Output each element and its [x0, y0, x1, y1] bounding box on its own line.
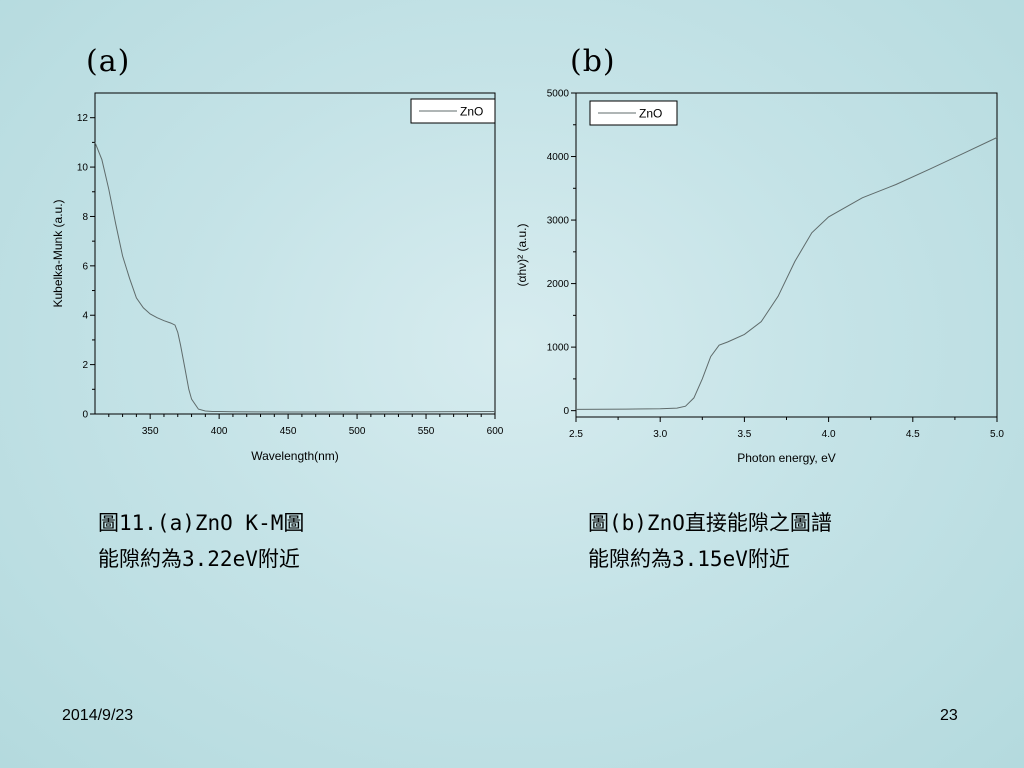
y-axis-title: (αhν)² (a.u.)	[515, 224, 529, 287]
caption-b-line-2: 能隙約為3.15eV附近	[588, 547, 790, 571]
x-tick-label: 5.0	[990, 429, 1004, 440]
x-axis-title: Wavelength(nm)	[251, 449, 339, 463]
footer-date: 2014/9/23	[62, 707, 134, 724]
x-tick-label: 4.0	[822, 429, 836, 440]
x-tick-label: 4.5	[906, 429, 920, 440]
y-tick-label: 0	[82, 410, 88, 421]
panel-b-label: (b)	[570, 44, 616, 79]
plot-frame	[94, 92, 496, 415]
y-tick-label: 5000	[547, 89, 570, 100]
y-tick-label: 3000	[547, 216, 570, 227]
y-tick-label: 0	[563, 406, 569, 417]
caption-a: 圖11.(a)ZnO K-M圖 能隙約為3.22eV附近	[98, 505, 304, 577]
caption-b-line-1: 圖(b)ZnO直接能隙之圖譜	[588, 511, 832, 535]
y-tick-label: 1000	[547, 343, 570, 354]
page-number: 23	[940, 707, 958, 724]
caption-a-line-1: 圖11.(a)ZnO K-M圖	[98, 511, 305, 535]
x-tick-label: 550	[418, 426, 435, 437]
plot-frame	[575, 92, 998, 418]
x-tick-label: 500	[349, 426, 366, 437]
legend-label: ZnO	[460, 105, 483, 119]
caption-a-line-2: 能隙約為3.22eV附近	[98, 547, 300, 571]
y-tick-label: 4000	[547, 152, 570, 163]
series-line-zno	[94, 142, 496, 413]
legend-label: ZnO	[639, 107, 662, 121]
panel-a-label: (a)	[86, 44, 131, 79]
x-tick-label: 450	[280, 426, 297, 437]
y-tick-label: 4	[82, 311, 88, 322]
series-line-zno	[575, 137, 998, 410]
y-tick-label: 8	[82, 212, 88, 223]
y-tick-label: 2	[82, 360, 88, 371]
x-tick-label: 3.5	[737, 429, 751, 440]
y-tick-label: 12	[77, 113, 89, 124]
y-tick-label: 2000	[547, 279, 570, 290]
y-axis-title: Kubelka-Munk (a.u.)	[51, 199, 65, 307]
x-tick-label: 3.0	[653, 429, 667, 440]
caption-b: 圖(b)ZnO直接能隙之圖譜 能隙約為3.15eV附近	[588, 505, 832, 577]
x-tick-label: 600	[487, 426, 504, 437]
x-tick-label: 350	[142, 426, 159, 437]
x-axis-title: Photon energy, eV	[737, 451, 836, 465]
x-tick-label: 400	[211, 426, 228, 437]
x-tick-label: 2.5	[569, 429, 583, 440]
y-tick-label: 10	[77, 163, 89, 174]
y-tick-label: 6	[82, 261, 88, 272]
